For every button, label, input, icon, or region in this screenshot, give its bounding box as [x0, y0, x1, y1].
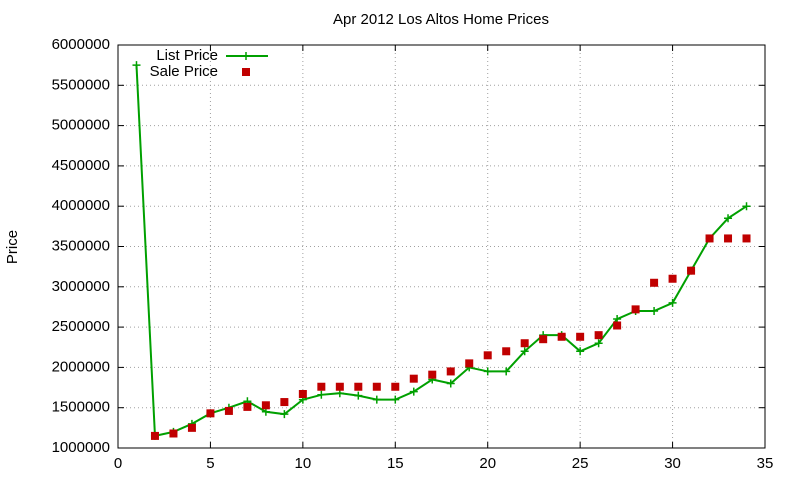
point — [298, 389, 307, 398]
x-tick-label: 20 — [479, 455, 496, 472]
plot-frame — [117, 44, 766, 449]
y-tick-label: 6000000 — [52, 36, 110, 53]
point — [668, 274, 677, 283]
point — [724, 234, 733, 243]
point — [187, 423, 196, 432]
legend-label: List Price — [156, 47, 218, 64]
point — [539, 335, 548, 344]
y-tick-label: 4000000 — [52, 197, 110, 214]
point — [261, 401, 270, 410]
point — [557, 332, 566, 341]
point — [483, 351, 492, 360]
point — [576, 332, 585, 341]
point — [446, 379, 455, 388]
point — [668, 298, 677, 307]
x-tick-label: 15 — [387, 455, 404, 472]
point — [206, 409, 215, 418]
x-tick-label: 5 — [206, 455, 214, 472]
point — [372, 382, 381, 391]
point — [502, 347, 511, 356]
x-tick-label: 35 — [757, 455, 774, 472]
x-tick-label: 0 — [114, 455, 122, 472]
chart-title: Apr 2012 Los Altos Home Prices — [333, 11, 549, 28]
point — [280, 410, 289, 419]
point — [169, 429, 178, 438]
series-line — [135, 65, 748, 438]
point — [650, 278, 659, 287]
point — [520, 347, 529, 356]
point — [446, 367, 455, 376]
point — [742, 234, 751, 243]
point — [705, 234, 714, 243]
point — [520, 339, 529, 348]
point — [224, 406, 233, 415]
point — [428, 370, 437, 379]
legend-marker — [242, 52, 250, 60]
point — [354, 382, 363, 391]
point — [391, 382, 400, 391]
legend-marker — [242, 68, 250, 76]
y-tick-label: 4500000 — [52, 157, 110, 174]
point — [317, 390, 326, 399]
point — [594, 331, 603, 340]
point — [724, 214, 733, 223]
point — [576, 347, 585, 356]
x-tick-label: 10 — [295, 455, 312, 472]
y-tick-label: 3000000 — [52, 278, 110, 295]
y-axis-label: Price — [4, 230, 21, 264]
y-tick-label: 5500000 — [52, 76, 110, 93]
y-tick-label: 5000000 — [52, 117, 110, 134]
point — [613, 321, 622, 330]
y-tick-label: 1000000 — [52, 439, 110, 456]
point — [409, 387, 418, 396]
legend-label: Sale Price — [150, 63, 218, 80]
point — [502, 367, 511, 376]
point — [132, 61, 141, 70]
point — [465, 359, 474, 368]
point — [150, 431, 159, 440]
point — [483, 367, 492, 376]
y-tick-label: 2500000 — [52, 318, 110, 335]
y-tick-label: 2000000 — [52, 358, 110, 375]
x-tick-label: 30 — [664, 455, 681, 472]
x-tick-label: 25 — [572, 455, 589, 472]
point — [742, 202, 751, 211]
point — [687, 266, 696, 275]
point — [594, 339, 603, 348]
point — [335, 382, 344, 391]
y-tick-label: 3500000 — [52, 237, 110, 254]
point — [280, 398, 289, 407]
point — [631, 305, 640, 314]
point — [391, 395, 400, 404]
point — [354, 391, 363, 400]
point — [650, 306, 659, 315]
y-tick-label: 1500000 — [52, 399, 110, 416]
point — [243, 402, 252, 411]
point — [409, 374, 418, 383]
point — [317, 382, 326, 391]
point — [372, 395, 381, 404]
